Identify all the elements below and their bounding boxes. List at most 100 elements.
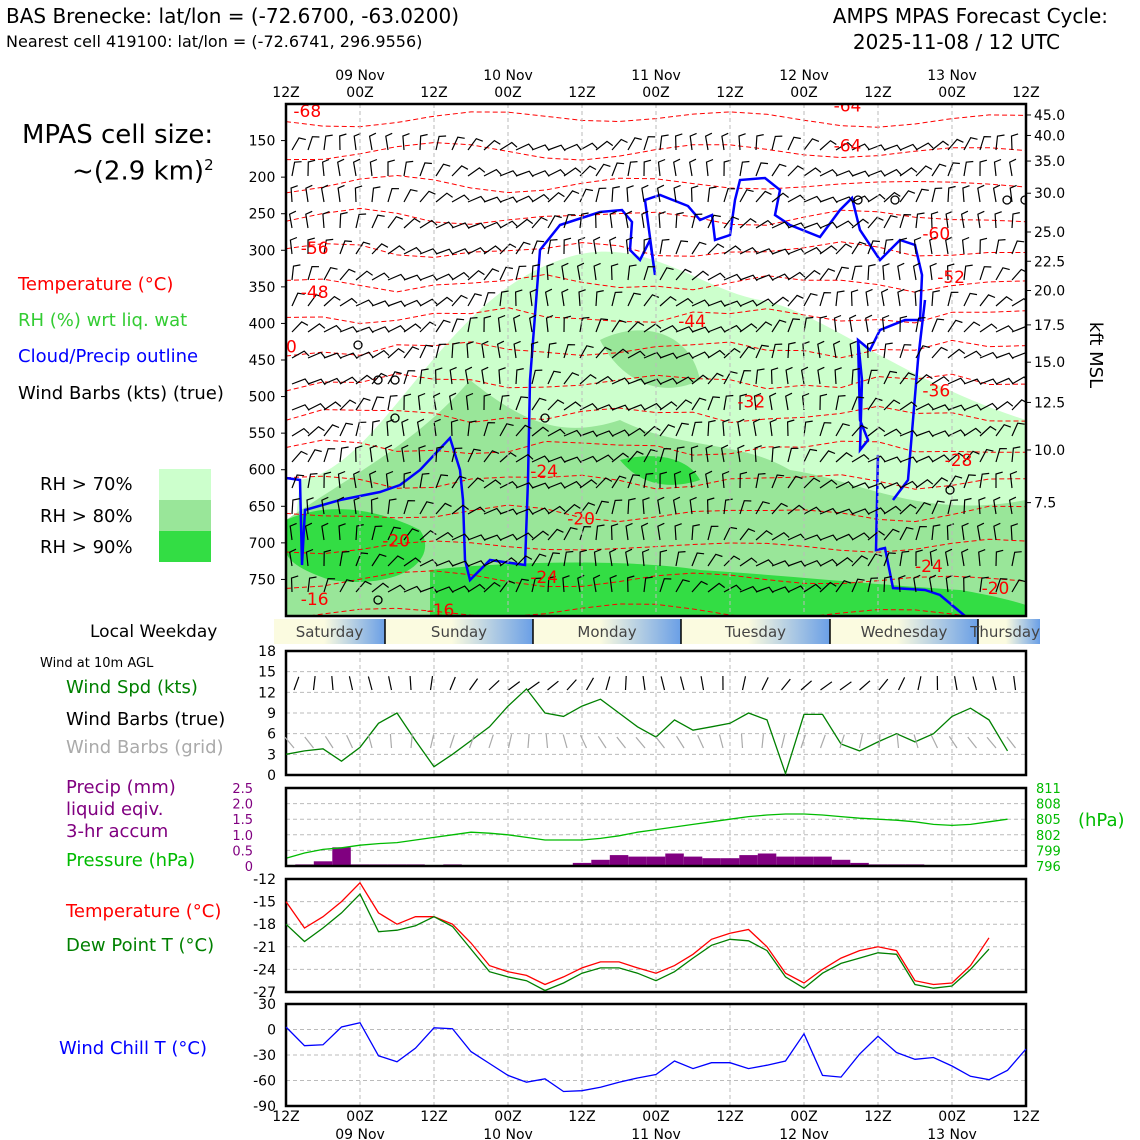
height-tick-label: 25.0 bbox=[1034, 225, 1065, 241]
calm-wind-circle bbox=[890, 195, 900, 205]
wind-barb bbox=[321, 158, 330, 177]
grid-wind-barb bbox=[1006, 736, 1016, 749]
wind-barb bbox=[355, 374, 374, 385]
wind-barb bbox=[707, 525, 719, 541]
wind-barb bbox=[819, 168, 838, 177]
wind-barb bbox=[657, 158, 666, 177]
wind-barb bbox=[659, 424, 676, 437]
wind-barb bbox=[803, 477, 821, 489]
wind-barb bbox=[451, 533, 470, 541]
grid-wind-barb bbox=[449, 734, 455, 749]
wind-barb bbox=[915, 430, 934, 438]
wind-barb bbox=[291, 264, 301, 281]
wind-barb bbox=[675, 376, 694, 385]
wind-barb bbox=[674, 133, 683, 151]
wind-barb bbox=[402, 133, 410, 151]
pressure-tick-label: 250 bbox=[249, 207, 276, 223]
wind-barb bbox=[499, 508, 518, 516]
bottom-hour-label: 12Z bbox=[420, 1109, 447, 1125]
wind-barb bbox=[705, 470, 713, 489]
wind-barb bbox=[707, 419, 716, 437]
wind-barb bbox=[659, 377, 678, 385]
wind-barb bbox=[899, 315, 908, 333]
wind-panel-ytick-label: 12 bbox=[258, 685, 276, 701]
wind-barb bbox=[931, 500, 945, 515]
wind-barb bbox=[339, 133, 347, 151]
windchill-line bbox=[285, 1021, 1027, 1093]
bottom-date-label: 09 Nov bbox=[335, 1127, 385, 1140]
wind-barb bbox=[963, 450, 980, 463]
wind-barb bbox=[978, 497, 986, 515]
precip-label-2: liquid eqiv. bbox=[66, 799, 164, 820]
wind-barb bbox=[771, 319, 787, 333]
height-tick-label: 7.5 bbox=[1034, 496, 1056, 512]
wind-barb bbox=[656, 184, 665, 203]
wind-barb bbox=[337, 184, 345, 203]
wind-barb bbox=[323, 134, 333, 151]
height-tick-label: 40.0 bbox=[1034, 128, 1065, 144]
wind-barb bbox=[609, 574, 617, 593]
wind-barb bbox=[800, 366, 809, 385]
wind-barb bbox=[899, 213, 912, 229]
surface-wind-barb bbox=[508, 681, 521, 691]
cell-size-value: ~(2.9 km)2 bbox=[72, 156, 214, 187]
wind-barb bbox=[643, 378, 662, 386]
wind-barb bbox=[433, 392, 441, 411]
wind-barb bbox=[467, 448, 481, 463]
wind-barb bbox=[945, 236, 953, 255]
wind-barb bbox=[723, 245, 742, 255]
wind-spd-label: Wind Spd (kts) bbox=[66, 677, 198, 698]
wind-barb bbox=[771, 248, 790, 256]
wind-barb bbox=[531, 553, 547, 567]
top-date-label: 10 Nov bbox=[483, 68, 533, 84]
wind-barb bbox=[499, 451, 517, 463]
wind-panel-ytick-label: 0 bbox=[267, 768, 276, 784]
cell-size-text: ~(2.9 km) bbox=[72, 156, 205, 187]
wind-barb bbox=[529, 314, 537, 333]
wind-barb bbox=[419, 190, 436, 203]
wind-barb bbox=[449, 366, 457, 385]
weekday-label: Wednesday bbox=[861, 623, 948, 641]
wind-barb bbox=[611, 319, 627, 333]
wind-barb bbox=[707, 582, 726, 593]
wind-barb bbox=[899, 526, 914, 541]
wind-barb bbox=[995, 267, 1010, 281]
wind-barb bbox=[691, 299, 710, 307]
wind-barb bbox=[835, 170, 854, 177]
wind-barb bbox=[803, 246, 822, 255]
surface-wind-barb bbox=[469, 678, 479, 691]
isotherm-label: -60 bbox=[922, 224, 950, 244]
wind-barb bbox=[929, 236, 937, 255]
wind-barb bbox=[947, 499, 959, 515]
wind-barb bbox=[819, 139, 837, 151]
wind-barb bbox=[579, 373, 597, 385]
wind-barb bbox=[387, 395, 398, 411]
wind-barb bbox=[291, 427, 310, 437]
wind-barb bbox=[513, 340, 521, 359]
wind-barb bbox=[355, 299, 374, 307]
wind-barb bbox=[483, 558, 502, 567]
grid-wind-barb bbox=[967, 736, 977, 749]
surface-wind-barb bbox=[878, 678, 889, 691]
wind-barb bbox=[707, 243, 725, 255]
wind-barb bbox=[739, 346, 756, 359]
wind-barb bbox=[403, 217, 421, 229]
wind-barb bbox=[930, 211, 939, 229]
wind-barb bbox=[850, 289, 859, 307]
wind-barb bbox=[849, 340, 857, 359]
wind-barb bbox=[915, 455, 934, 463]
wind-barb bbox=[481, 340, 489, 359]
top-hour-label: 12Z bbox=[716, 85, 743, 101]
wind-barb bbox=[835, 481, 854, 489]
wind-barb bbox=[547, 428, 566, 437]
wind-barb bbox=[563, 550, 574, 567]
isotherm-line bbox=[286, 273, 1026, 293]
wind-barb bbox=[961, 522, 969, 541]
wind-barb bbox=[353, 132, 361, 151]
wind-barb bbox=[291, 350, 310, 359]
pressure-label: Pressure (hPa) bbox=[66, 850, 196, 871]
grid-wind-barb bbox=[655, 736, 665, 749]
wind-barb bbox=[355, 213, 367, 229]
wind-barb bbox=[899, 401, 918, 411]
wind-barb bbox=[641, 210, 649, 229]
